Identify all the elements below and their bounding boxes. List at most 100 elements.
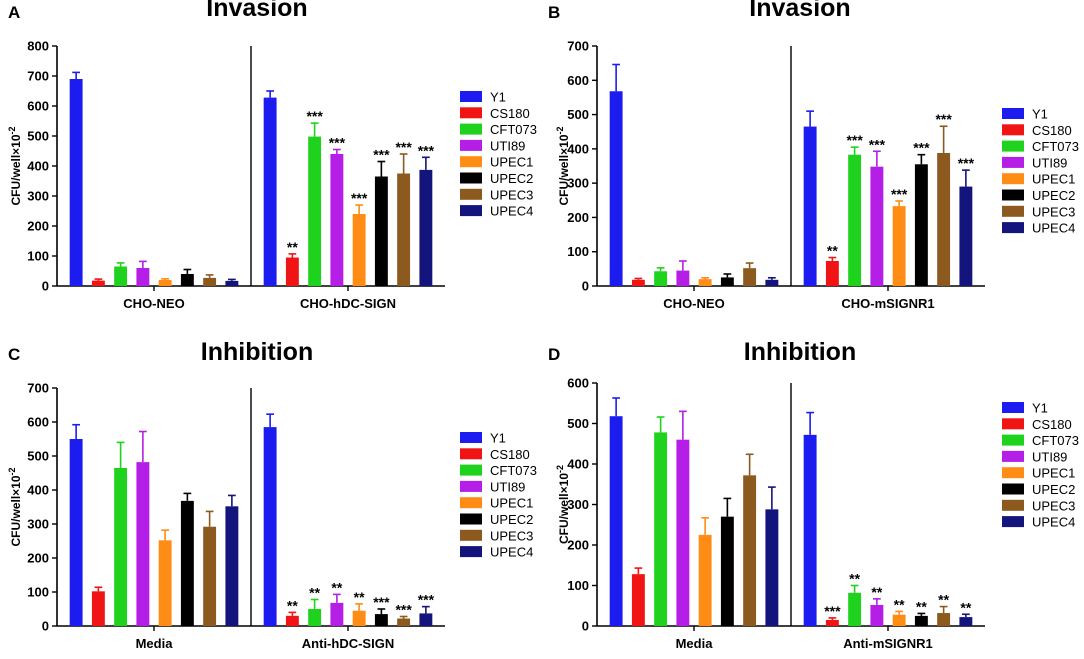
- bar-y1: [609, 416, 623, 626]
- y-tick-label: 600: [567, 73, 589, 88]
- legend-label: CFT073: [1032, 139, 1079, 154]
- x-group-label: CHO-NEO: [663, 296, 724, 311]
- legend-label: Y1: [1032, 401, 1048, 416]
- y-tick-label: 300: [27, 517, 49, 532]
- legend-swatch: [460, 91, 482, 102]
- y-tick-label: 400: [567, 457, 589, 472]
- bar-upec4: [419, 169, 433, 286]
- bar-cft073: [654, 432, 668, 626]
- bar-upec4: [765, 509, 779, 626]
- y-tick-label: 0: [42, 279, 49, 294]
- legend-label: UPEC3: [490, 528, 533, 543]
- legend-label: Y1: [1032, 107, 1048, 122]
- bar-cs180: [285, 257, 299, 286]
- significance-marker: ***: [418, 592, 435, 608]
- bar-upec1: [158, 280, 172, 286]
- x-group-label: Media: [676, 636, 714, 651]
- legend-swatch: [1002, 402, 1024, 413]
- x-group-label: Media: [136, 636, 174, 651]
- bar-uti89: [676, 270, 690, 286]
- y-tick-label: 500: [567, 107, 589, 122]
- legend-label: CFT073: [490, 463, 537, 478]
- y-tick-label: 200: [567, 538, 589, 553]
- y-tick-label: 200: [27, 551, 49, 566]
- chart-title: Invasion: [206, 0, 307, 22]
- bar-cs180: [91, 280, 105, 286]
- legend-swatch: [1002, 499, 1024, 511]
- bar-upec4: [419, 613, 433, 626]
- bar-cft073: [848, 154, 862, 286]
- bar-upec1: [892, 614, 906, 626]
- panel-letter: A: [8, 3, 20, 22]
- bar-y1: [69, 79, 83, 286]
- bar-upec3: [203, 277, 217, 286]
- x-group-label: CHO-NEO: [123, 296, 184, 311]
- bar-uti89: [330, 154, 344, 286]
- y-tick-label: 600: [567, 376, 589, 391]
- legend-swatch: [460, 448, 482, 460]
- legend-label: UTI89: [490, 138, 525, 153]
- legend-label: Y1: [490, 90, 506, 105]
- legend-swatch: [460, 205, 482, 217]
- legend-label: UPEC2: [490, 512, 533, 527]
- legend-swatch: [460, 139, 482, 151]
- legend-swatch: [1002, 450, 1024, 462]
- legend-swatch: [460, 464, 482, 476]
- bar-cft073: [654, 271, 668, 286]
- y-tick-label: 500: [567, 416, 589, 431]
- bar-upec2: [374, 176, 388, 286]
- y-axis-label: CFU/well×10-2: [7, 126, 23, 205]
- x-group-label: CHO-hDC-SIGN: [300, 296, 396, 311]
- bar-cs180: [825, 260, 839, 286]
- y-axis-label: CFU/well×10-2: [555, 126, 571, 205]
- significance-marker: ***: [373, 147, 390, 163]
- chart-title: Inhibition: [744, 338, 856, 366]
- bar-upec2: [180, 274, 194, 286]
- legend-swatch: [1002, 173, 1024, 185]
- bar-upec2: [374, 614, 388, 626]
- legend-swatch: [1002, 483, 1024, 495]
- bar-upec2: [180, 500, 194, 626]
- bar-y1: [263, 97, 277, 286]
- y-tick-label: 100: [567, 578, 589, 593]
- y-axis-label-exponent: -2: [555, 126, 565, 134]
- bar-cs180: [631, 574, 645, 626]
- legend-label: UPEC2: [490, 171, 533, 186]
- significance-marker: ***: [373, 594, 390, 610]
- y-tick-label: 500: [27, 129, 49, 144]
- legend-swatch: [460, 529, 482, 541]
- bar-upec3: [397, 173, 411, 286]
- bar-cft073: [308, 609, 322, 626]
- bar-y1: [803, 434, 817, 626]
- y-tick-label: 600: [27, 415, 49, 430]
- legend-swatch: [460, 480, 482, 492]
- legend-label: UPEC1: [490, 496, 533, 511]
- bar-upec3: [743, 268, 757, 286]
- significance-marker: **: [960, 599, 971, 615]
- y-tick-label: 700: [567, 39, 589, 54]
- bar-upec4: [959, 617, 973, 626]
- legend-swatch: [460, 107, 482, 119]
- legend-label: CFT073: [1032, 433, 1079, 448]
- legend-label: UPEC4: [1032, 515, 1075, 530]
- significance-marker: ***: [329, 135, 346, 151]
- legend-label: UPEC3: [1032, 498, 1075, 513]
- significance-marker: **: [938, 592, 949, 608]
- bar-cft073: [848, 592, 862, 626]
- legend-label: UPEC2: [1032, 188, 1075, 203]
- bar-upec2: [914, 615, 928, 626]
- significance-marker: ***: [418, 142, 435, 158]
- bar-uti89: [330, 602, 344, 626]
- significance-marker: **: [871, 584, 882, 600]
- legend-swatch: [460, 123, 482, 135]
- y-tick-label: 400: [27, 483, 49, 498]
- y-tick-label: 200: [567, 210, 589, 225]
- legend-swatch: [1002, 418, 1024, 430]
- bar-uti89: [870, 604, 884, 626]
- bar-cs180: [285, 615, 299, 626]
- bar-upec2: [914, 164, 928, 286]
- significance-marker: **: [354, 589, 365, 605]
- legend-label: UPEC1: [1032, 172, 1075, 187]
